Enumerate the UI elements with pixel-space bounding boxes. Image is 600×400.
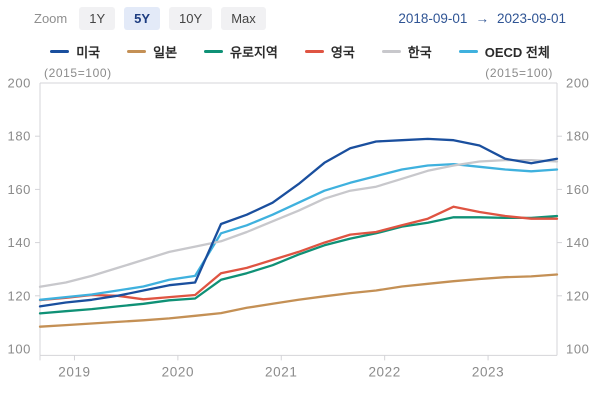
legend-line-icon: [381, 50, 401, 53]
y-axis-tick-left: 180: [8, 129, 32, 144]
chart-canvas[interactable]: 200 200 180 180 160 160 140 140 120 120 100 100 (201…: [0, 63, 600, 393]
legend-label: OECD 전체: [484, 45, 550, 60]
unit-label-right: (2015=100): [485, 66, 553, 80]
zoom-button-group: 1Y 5Y 10Y Max: [79, 7, 275, 30]
zoom-label: Zoom: [34, 11, 68, 26]
chart-area: 200 200 180 180 160 160 140 140 120 120 100 100 (201…: [0, 63, 600, 393]
arrow-right-icon: →: [475, 11, 489, 26]
series-line[interactable]: [38, 214, 559, 315]
unit-label-left: (2015=100): [44, 66, 112, 80]
x-axis-tick: 2021: [265, 364, 297, 379]
date-range: 2018-09-01 → 2023-09-01: [398, 11, 566, 26]
legend-label: 유로지역: [230, 45, 278, 60]
y-axis-tick-right: 200: [566, 76, 590, 91]
x-axis-tick: 2020: [162, 364, 194, 379]
range-selector-bar: Zoom 1Y 5Y 10Y Max 2018-09-01 → 2023-09-01: [0, 0, 600, 30]
zoom-button-1y[interactable]: 1Y: [79, 7, 116, 30]
legend-line-icon: [304, 50, 324, 53]
legend-label: 일본: [153, 45, 178, 60]
legend-item[interactable]: 유로지역: [204, 42, 278, 61]
legend-item[interactable]: 한국: [381, 42, 432, 61]
y-axis-tick-right: 180: [566, 129, 590, 144]
y-axis-tick-left: 200: [8, 76, 32, 91]
y-axis-tick-left: 100: [8, 342, 32, 357]
series-line[interactable]: [38, 137, 559, 308]
series-line[interactable]: [38, 158, 559, 288]
y-axis-tick-left: 160: [8, 182, 32, 197]
y-axis-tick-right: 100: [566, 342, 590, 357]
legend-label: 미국: [76, 45, 101, 60]
series-line[interactable]: [38, 205, 559, 302]
y-axis-tick-right: 120: [566, 288, 590, 303]
date-to-input[interactable]: 2023-09-01: [496, 11, 566, 26]
legend-line-icon: [50, 50, 70, 53]
legend-item[interactable]: 영국: [304, 42, 355, 61]
legend-item[interactable]: OECD 전체: [458, 42, 550, 61]
x-axis-tick: 2022: [368, 364, 400, 379]
legend-line-icon: [458, 50, 478, 53]
legend-label: 한국: [407, 45, 432, 60]
legend-line-icon: [127, 50, 147, 53]
x-axis-tick: 2019: [58, 364, 90, 379]
legend-line-icon: [204, 50, 224, 53]
y-axis-tick-left: 120: [8, 288, 32, 303]
zoom-button-max[interactable]: Max: [221, 7, 266, 30]
series-line[interactable]: [38, 162, 559, 301]
zoom-button-10y[interactable]: 10Y: [169, 7, 213, 30]
y-axis-tick-right: 140: [566, 235, 590, 250]
legend-item[interactable]: 일본: [127, 42, 177, 61]
y-axis-tick-left: 140: [8, 235, 32, 250]
legend-label: 영국: [330, 45, 355, 60]
series-line[interactable]: [38, 273, 559, 328]
y-axis-tick-right: 160: [566, 182, 590, 197]
chart-legend: 미국 일본 유로지역 영국 한국 OECD 전체: [0, 42, 600, 61]
x-axis-tick: 2023: [472, 364, 504, 379]
date-from-input[interactable]: 2018-09-01: [398, 11, 468, 26]
legend-item[interactable]: 미국: [50, 42, 100, 61]
zoom-button-5y[interactable]: 5Y: [124, 7, 161, 30]
